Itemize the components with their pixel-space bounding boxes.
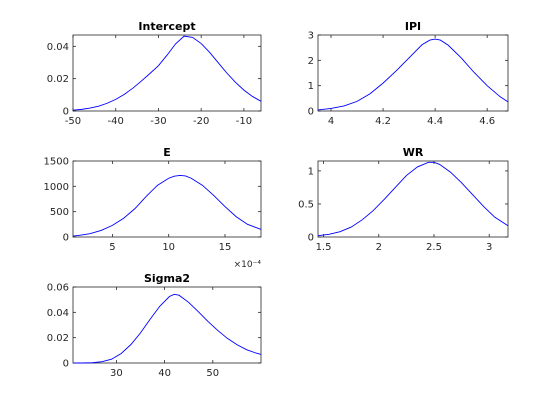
y-tick-label: 0.02 [47, 333, 69, 344]
y-tick-label: 0.02 [47, 74, 69, 85]
y-tick-label: 1 [308, 81, 314, 92]
x-tick-label: -40 [108, 116, 124, 127]
x-tick-label: 50 [206, 368, 219, 379]
subplot-wr: 1.5 2 2.5 3 0 0.5 1 WR [298, 146, 509, 253]
x-tick-label: -20 [193, 116, 209, 127]
y-tick-label: 0 [63, 359, 69, 370]
x-tick-label: -50 [65, 116, 81, 127]
y-tick-label: 0.06 [47, 283, 69, 294]
subplot-sigma2: 30 40 50 0 0.02 0.04 0.06 Sigma2 [47, 272, 262, 379]
x-tick-label: 40 [158, 368, 171, 379]
subplot-title: WR [403, 146, 424, 159]
series-line-e [72, 174, 262, 237]
y-tick-label: 2 [308, 56, 314, 67]
y-tick-label: 3 [308, 31, 314, 42]
y-tick-label: 1000 [44, 182, 69, 193]
axes-box-wr [317, 160, 509, 238]
subplot-title: Sigma2 [144, 272, 190, 285]
subplot-e: 5 10 15 0 500 1000 1500 E ×10⁻⁴ [44, 146, 262, 270]
series-line-sigma2 [73, 293, 262, 364]
y-tick-label: 0.04 [47, 42, 69, 53]
x-tick-label: 3 [486, 242, 492, 253]
subplot-title: Intercept [138, 20, 195, 33]
x-exponent-label: ×10⁻⁴ [234, 260, 262, 270]
x-tick-label: 30 [110, 368, 123, 379]
x-tick-label: 4.6 [479, 116, 495, 127]
subplot-intercept: -50 -40 -30 -20 -10 0 0.02 0.04 Intercept [47, 20, 262, 127]
y-tick-label: 0.5 [298, 199, 314, 210]
x-tick-label: -10 [236, 116, 252, 127]
x-tick-label: 1.5 [316, 242, 332, 253]
subplot-title: E [163, 146, 171, 159]
y-tick-label: 0 [63, 107, 69, 118]
series-line-ipi [317, 38, 509, 111]
x-tick-label: -30 [150, 116, 166, 127]
y-tick-label: 500 [50, 207, 69, 218]
y-tick-label: 0.04 [47, 308, 69, 319]
subplot-ipi: 4 4.2 4.4 4.6 0 1 2 3 IPI [308, 20, 509, 127]
axes-box-ipi [317, 34, 509, 112]
x-tick-label: 2.5 [426, 242, 442, 253]
axes-box-sigma2 [72, 286, 262, 364]
y-tick-label: 0 [308, 107, 314, 118]
x-tick-label: 15 [219, 242, 232, 253]
y-tick-label: 1500 [44, 157, 69, 168]
x-tick-label: 4.2 [375, 116, 391, 127]
x-tick-label: 10 [162, 242, 175, 253]
axes-box-intercept [72, 34, 262, 112]
series-line-wr [317, 161, 509, 237]
y-tick-label: 0 [308, 233, 314, 244]
x-tick-label: 2 [376, 242, 382, 253]
subplot-title: IPI [405, 20, 421, 33]
series-line-intercept [72, 35, 262, 111]
axes-box-e [72, 160, 262, 238]
x-tick-label: 4 [328, 116, 334, 127]
y-tick-label: 1 [308, 166, 314, 177]
x-tick-label: 5 [109, 242, 115, 253]
y-tick-label: 0 [63, 233, 69, 244]
x-tick-label: 4.4 [427, 116, 443, 127]
